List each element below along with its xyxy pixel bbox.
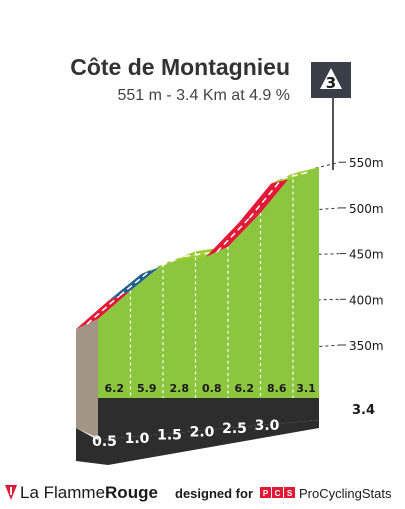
pcs-letter-c: C <box>275 489 281 498</box>
category-number: 3 <box>326 74 336 92</box>
segment-centerline <box>151 255 185 270</box>
brand-text: La FlammeRouge <box>20 483 158 502</box>
km-label: 2.5 <box>222 421 247 437</box>
footer: La FlammeRouge designed for P C S ProCyc… <box>5 483 392 502</box>
pcs-box-s <box>284 487 295 498</box>
climb-title: Côte de Montagnieu <box>70 54 290 80</box>
pcs-box-c <box>272 487 283 498</box>
base-strip <box>98 398 319 440</box>
pcs-name: ProCyclingStats <box>299 486 392 501</box>
profile-side <box>76 319 98 438</box>
km-label: 1.0 <box>125 431 150 447</box>
distance-base: 0.5 1.0 1.5 2.0 2.5 3.0 3.4 <box>76 398 375 465</box>
flame-mark <box>10 487 12 495</box>
segment-centerline <box>86 295 120 325</box>
segment-centerline <box>184 251 218 258</box>
km-label: 0.5 <box>92 434 117 450</box>
y-tick-label: 450m <box>349 248 384 262</box>
pcs-box-p <box>260 487 271 498</box>
gradient-label: 6.2 <box>235 382 255 395</box>
category-badge: 3 <box>311 62 351 170</box>
segment-centerline <box>281 171 309 180</box>
gradient-label: 5.9 <box>137 382 157 395</box>
km-label: 3.0 <box>255 418 280 434</box>
designed-for-label: designed for <box>175 486 253 501</box>
gradient-label: 6.2 <box>105 382 125 395</box>
y-tick-label: 400m <box>349 293 384 307</box>
segment-centerline <box>119 268 153 297</box>
y-tick-label: 500m <box>349 202 384 216</box>
segment-centerline <box>216 217 251 253</box>
profile-face <box>98 167 319 398</box>
km-label: 2.0 <box>190 424 215 440</box>
la-flamme-rouge-logo: La FlammeRouge <box>5 483 158 502</box>
brand-right: Rouge <box>105 483 158 502</box>
total-km-label: 3.4 <box>352 403 375 418</box>
gradient-label: 0.8 <box>202 382 222 395</box>
brand-left: La Flamme <box>20 483 105 502</box>
segment-centerline <box>248 178 283 219</box>
gradient-label: 3.1 <box>296 382 316 395</box>
gridline <box>315 161 341 169</box>
gradient-label: 8.6 <box>267 382 287 395</box>
y-tick-label: 350m <box>349 339 384 353</box>
gradient-labels: 6.2 5.9 2.8 0.8 6.2 8.6 3.1 <box>105 382 316 395</box>
y-tick-label: 550m <box>349 156 384 170</box>
profile-area <box>76 167 319 438</box>
km-label: 1.5 <box>157 428 182 444</box>
pcs-letter-s: S <box>287 489 293 498</box>
pcs-letter-p: P <box>263 489 269 498</box>
pcs-logo: P C S ProCyclingStats <box>260 486 392 501</box>
gradient-label: 2.8 <box>170 382 190 395</box>
climb-subtitle: 551 m - 3.4 Km at 4.9 % <box>117 87 290 104</box>
base-strip-front <box>76 420 319 465</box>
mountain-icon <box>320 68 342 89</box>
